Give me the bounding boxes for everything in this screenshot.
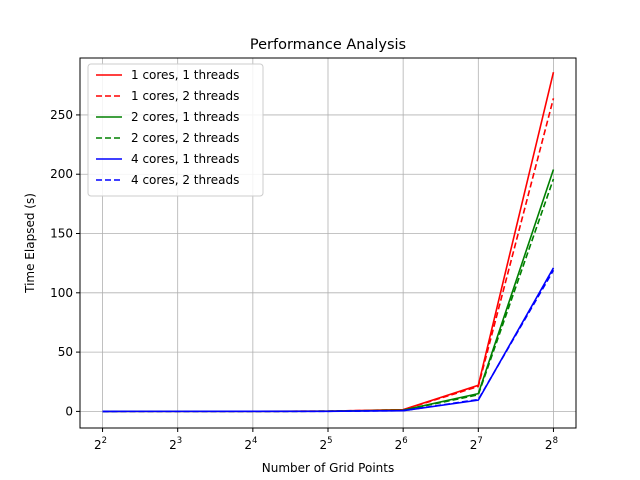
legend-entry-label: 1 cores, 2 threads [131, 89, 239, 103]
x-tick-label: 24 [244, 436, 257, 452]
legend-entry-label: 2 cores, 2 threads [131, 131, 239, 145]
chart-title: Performance Analysis [250, 37, 406, 53]
x-axis-label: Number of Grid Points [262, 461, 394, 475]
y-tick-label: 250 [50, 108, 73, 122]
y-tick-label: 0 [65, 404, 73, 418]
legend-entry-label: 2 cores, 1 threads [131, 110, 239, 124]
x-tick-label: 28 [545, 436, 558, 452]
x-axis-ticks: 22 23 24 25 26 27 28 [94, 428, 558, 452]
y-tick-label: 50 [58, 345, 73, 359]
y-tick-label: 100 [50, 286, 73, 300]
x-tick-label: 25 [319, 436, 332, 452]
y-axis-ticks: 0 50 100 150 200 250 [50, 108, 80, 418]
x-tick-label: 23 [169, 436, 182, 452]
x-tick-label: 27 [470, 436, 483, 452]
y-tick-label: 150 [50, 227, 73, 241]
x-tick-label: 22 [94, 436, 107, 452]
legend-box [87, 63, 264, 197]
data-series [102, 72, 555, 413]
legend-entry-label: 1 cores, 1 threads [131, 68, 239, 82]
legend-entry-label: 4 cores, 2 threads [131, 173, 239, 187]
legend-entry-label: 4 cores, 1 threads [131, 152, 239, 166]
y-tick-label: 200 [50, 167, 73, 181]
y-axis-label: Time Elapsed (s) [23, 193, 37, 294]
x-tick-label: 26 [395, 436, 408, 452]
series-line-6 [102, 269, 555, 413]
legend: 1 cores, 1 threads 1 cores, 2 threads 2 co… [87, 63, 264, 197]
